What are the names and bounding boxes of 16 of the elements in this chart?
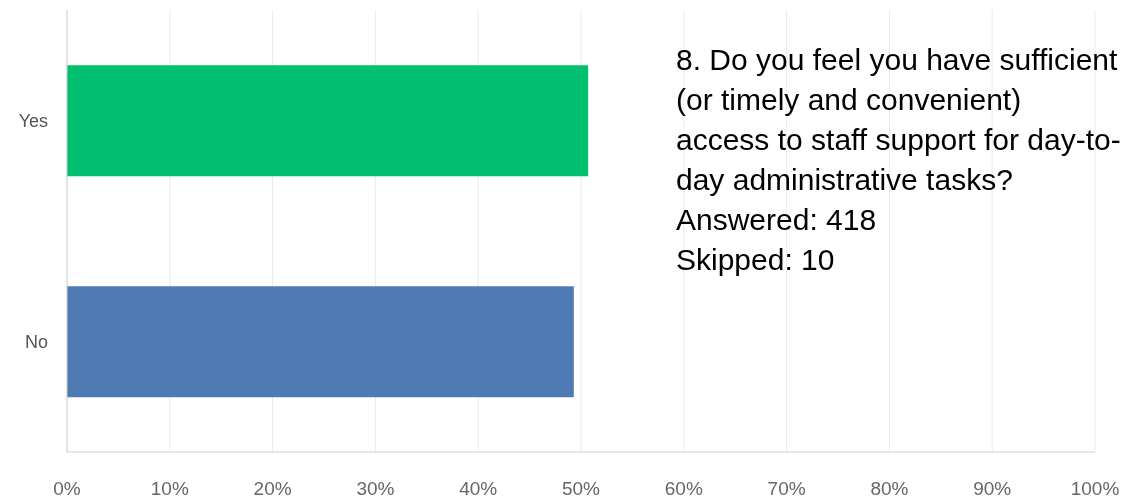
x-tick-label: 80%	[870, 478, 909, 500]
x-tick-label: 100%	[1070, 478, 1120, 500]
x-tick-label: 50%	[561, 478, 601, 500]
y-tick-label: Yes	[18, 110, 48, 131]
x-tick-label: 30%	[356, 478, 395, 500]
y-tick-label: No	[24, 331, 48, 352]
x-tick-label: 0%	[53, 478, 81, 500]
x-tick-label: 70%	[767, 478, 806, 500]
text: 8. Do you feel you have sufficient (or timely and convenient) access to staff support for day-to-day administrative tasks?	[676, 42, 1122, 198]
annotation: Answered: 418	[676, 202, 878, 238]
annotation: Skipped: 10	[676, 242, 836, 278]
x-tick-label: 10%	[150, 478, 189, 500]
x-tick-label: 60%	[664, 478, 703, 500]
x-tick-label: 20%	[253, 478, 292, 500]
x-tick-label: 40%	[459, 478, 498, 500]
x-tick-label: 90%	[973, 478, 1012, 500]
